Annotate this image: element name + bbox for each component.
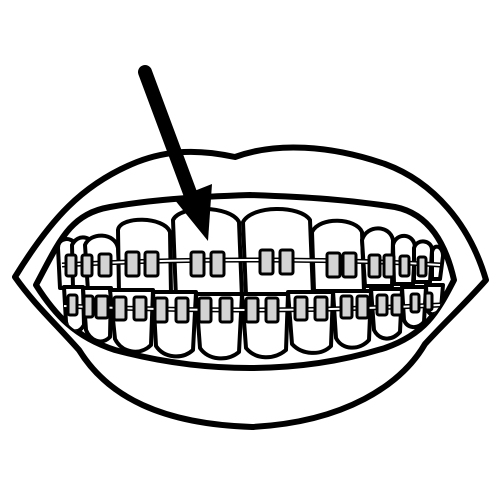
arrow-icon — [138, 65, 212, 241]
upper-brackets — [64, 248, 428, 279]
lower-brackets — [66, 291, 434, 324]
teeth-and-braces — [56, 207, 445, 361]
